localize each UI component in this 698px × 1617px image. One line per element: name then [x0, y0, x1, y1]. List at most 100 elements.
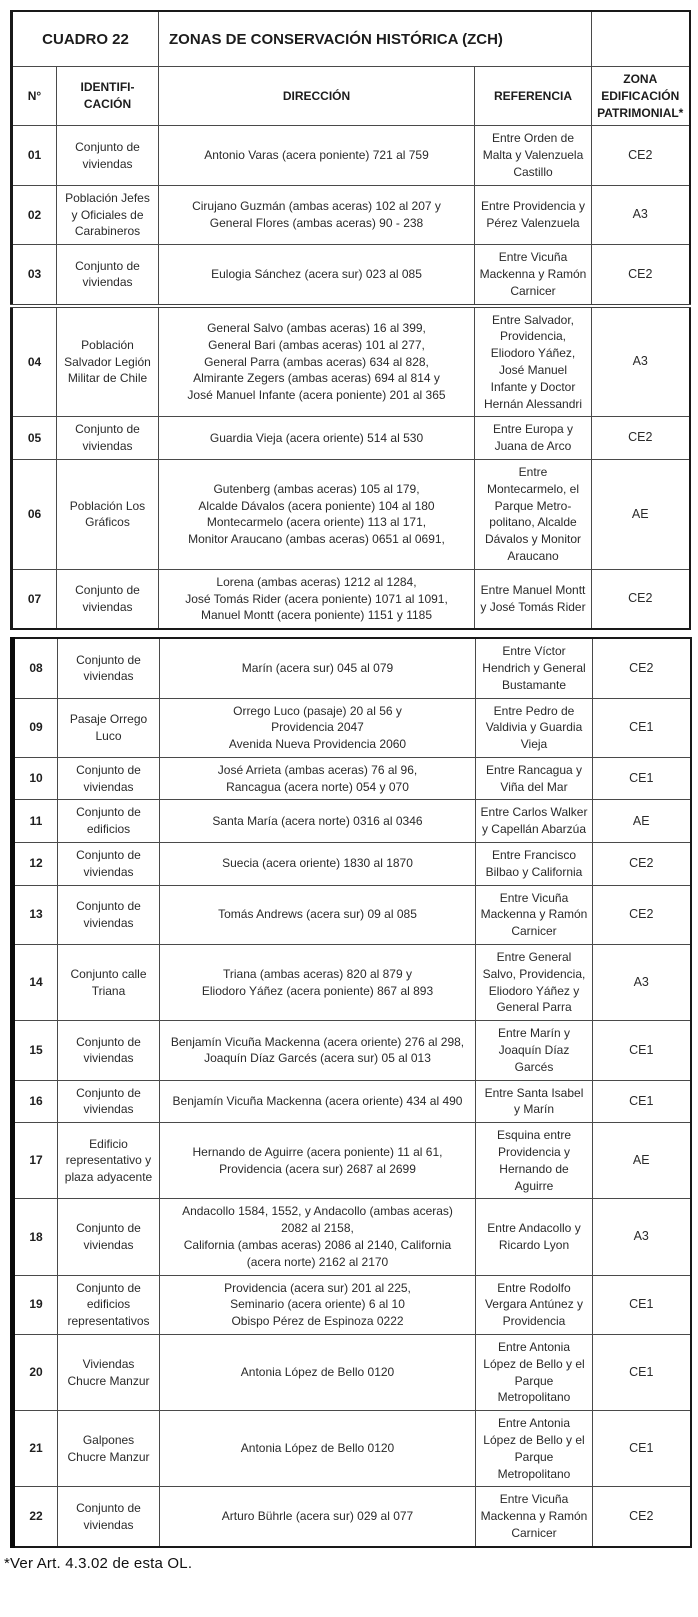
- row-number-cell: 02: [11, 184, 57, 246]
- zona-cell: CE2: [591, 568, 690, 630]
- referencia-cell: Entre Europa y Juana de Arco: [474, 416, 592, 460]
- row-number-cell: 22: [12, 1486, 58, 1548]
- row-number-cell: 15: [12, 1020, 58, 1081]
- row-number-cell: 21: [12, 1410, 58, 1488]
- referencia-cell: Entre Vicuña Mackenna y Ramón Carnicer: [475, 884, 593, 946]
- direccion-cell: Hernando de Aguirre (acera poniente) 11 …: [159, 1122, 476, 1200]
- identification-cell: Conjunto de viviendas: [57, 756, 160, 801]
- row-number-cell: 03: [11, 244, 57, 307]
- referencia-cell: Entre Pedro de Valdivia y Guardia Vieja: [475, 697, 593, 758]
- table-row: 15 Conjunto de viviendas Benjamín Vicuña…: [12, 1020, 691, 1081]
- referencia-cell: Entre Antonia López de Bello y el Parque…: [475, 1410, 593, 1488]
- footnote: *Ver Art. 4.3.02 de esta OL.: [4, 1554, 193, 1572]
- table-row: 08 Conjunto de viviendas Marín (acera su…: [12, 637, 691, 699]
- identification-cell: Conjunto de viviendas: [57, 884, 160, 946]
- referencia-cell: Entre Montecarmelo, el Parque Metro- pol…: [474, 458, 592, 570]
- row-number-cell: 05: [11, 416, 57, 460]
- table-title: ZONAS DE CONSERVACIÓN HISTÓRICA (ZCH): [158, 10, 592, 67]
- identification-cell: Conjunto de viviendas: [56, 568, 159, 630]
- zona-cell: A3: [592, 1198, 691, 1276]
- referencia-cell: Entre Vicuña Mackenna y Ramón Carnicer: [475, 1486, 593, 1548]
- identification-cell: Población Los Gráficos: [56, 458, 159, 570]
- identification-cell: Conjunto de viviendas: [57, 1020, 160, 1081]
- row-number-cell: 09: [12, 697, 58, 758]
- zch-table-page1: CUADRO 22 ZONAS DE CONSERVACIÓN HISTÓRIC…: [10, 10, 691, 631]
- referencia-cell: Entre Orden de Malta y Valenzuela Castil…: [474, 125, 592, 186]
- referencia-cell: Entre Vicuña Mackenna y Ramón Carnicer: [474, 244, 592, 307]
- row-number-cell: 07: [11, 568, 57, 630]
- row-number-cell: 13: [12, 884, 58, 946]
- identification-cell: Conjunto calle Triana: [57, 944, 160, 1022]
- zona-cell: CE1: [592, 697, 691, 758]
- row-number-cell: 08: [12, 637, 58, 699]
- direccion-cell: Tomás Andrews (acera sur) 09 al 085: [159, 884, 476, 946]
- direccion-cell: Benjamín Vicuña Mackenna (acera oriente)…: [159, 1020, 476, 1081]
- table-caption-row: CUADRO 22 ZONAS DE CONSERVACIÓN HISTÓRIC…: [11, 10, 690, 67]
- direccion-cell: Santa María (acera norte) 0316 al 0346: [159, 799, 476, 844]
- direccion-cell: Arturo Bührle (acera sur) 029 al 077: [159, 1486, 476, 1548]
- direccion-cell: Antonia López de Bello 0120: [159, 1410, 476, 1488]
- table-row: 07 Conjunto de viviendas Lorena (ambas a…: [11, 568, 690, 630]
- row-number-cell: 10: [12, 756, 58, 801]
- referencia-cell: Entre Salvador, Providencia, Eliodoro Yá…: [474, 303, 592, 418]
- row-number-cell: 12: [12, 842, 58, 886]
- col-header-identificacion: IDENTIFI- CACIÓN: [56, 65, 159, 127]
- table-row: 06 Población Los Gráficos Gutenberg (amb…: [11, 458, 690, 570]
- col-header-direccion: DIRECCIÓN: [158, 65, 475, 127]
- zona-cell: CE1: [592, 1079, 691, 1124]
- referencia-cell: Entre General Salvo, Providencia, Eliodo…: [475, 944, 593, 1022]
- zona-cell: CE1: [592, 756, 691, 801]
- zona-cell: CE2: [592, 884, 691, 946]
- table-caption-empty-cell: [591, 10, 690, 67]
- table-row: 20 Viviendas Chucre Manzur Antonia López…: [12, 1333, 691, 1412]
- col-header-num: N°: [11, 65, 57, 127]
- identification-cell: Conjunto de edificios representativos: [57, 1274, 160, 1336]
- zona-cell: A3: [591, 184, 690, 246]
- row-number-cell: 04: [11, 303, 57, 418]
- zona-cell: CE2: [591, 244, 690, 307]
- referencia-cell: Entre Marín y Joaquín Díaz Garcés: [475, 1020, 593, 1081]
- table-row: 13 Conjunto de viviendas Tomás Andrews (…: [12, 884, 691, 946]
- identification-cell: Población Salvador Legión Militar de Chi…: [56, 303, 159, 418]
- row-number-cell: 16: [12, 1079, 58, 1124]
- identification-cell: Conjunto de viviendas: [56, 416, 159, 460]
- row-number-cell: 11: [12, 799, 58, 844]
- identification-cell: Conjunto de edificios: [57, 799, 160, 844]
- table-row: 05 Conjunto de viviendas Guardia Vieja (…: [11, 416, 690, 460]
- table-row: 02 Población Jefes y Oficiales de Carabi…: [11, 184, 690, 246]
- row-number-cell: 18: [12, 1198, 58, 1276]
- referencia-cell: Entre Carlos Walker y Capellán Abarzúa: [475, 799, 593, 844]
- column-header-row: N° IDENTIFI- CACIÓN DIRECCIÓN REFERENCIA…: [11, 65, 690, 127]
- table-row: 14 Conjunto calle Triana Triana (ambas a…: [12, 944, 691, 1022]
- table-row: 21 Galpones Chucre Manzur Antonia López …: [12, 1410, 691, 1488]
- zona-cell: CE1: [592, 1274, 691, 1336]
- referencia-cell: Entre Francisco Bilbao y California: [475, 842, 593, 886]
- direccion-cell: Marín (acera sur) 045 al 079: [159, 637, 476, 699]
- table-row: 18 Conjunto de viviendas Andacollo 1584,…: [12, 1198, 691, 1276]
- direccion-cell: Providencia (acera sur) 201 al 225, Semi…: [159, 1274, 476, 1336]
- table-row: 19 Conjunto de edificios representativos…: [12, 1274, 691, 1336]
- direccion-cell: General Salvo (ambas aceras) 16 al 399, …: [158, 303, 475, 418]
- zona-cell: CE1: [592, 1020, 691, 1081]
- referencia-cell: Esquina entre Providencia y Hernando de …: [475, 1122, 593, 1200]
- referencia-cell: Entre Antonia López de Bello y el Parque…: [475, 1333, 593, 1412]
- identification-cell: Conjunto de viviendas: [57, 637, 160, 699]
- row-number-cell: 01: [11, 125, 57, 186]
- direccion-cell: Triana (ambas aceras) 820 al 879 y Eliod…: [159, 944, 476, 1022]
- table-row: 11 Conjunto de edificios Santa María (ac…: [12, 799, 691, 844]
- referencia-cell: Entre Andacollo y Ricardo Lyon: [475, 1198, 593, 1276]
- zona-cell: AE: [592, 1122, 691, 1200]
- zona-cell: A3: [591, 303, 690, 418]
- identification-cell: Conjunto de viviendas: [57, 1079, 160, 1124]
- identification-cell: Conjunto de viviendas: [57, 1486, 160, 1548]
- zona-cell: CE1: [592, 1410, 691, 1488]
- row-number-cell: 06: [11, 458, 57, 570]
- identification-cell: Conjunto de viviendas: [56, 125, 159, 186]
- table-row: 09 Pasaje Orrego Luco Orrego Luco (pasaj…: [12, 697, 691, 758]
- identification-cell: Conjunto de viviendas: [57, 842, 160, 886]
- referencia-cell: Entre Víctor Hendrich y General Bustaman…: [475, 637, 593, 699]
- direccion-cell: Lorena (ambas aceras) 1212 al 1284, José…: [158, 568, 475, 630]
- table-row: 01 Conjunto de viviendas Antonio Varas (…: [11, 125, 690, 186]
- direccion-cell: Eulogia Sánchez (acera sur) 023 al 085: [158, 244, 475, 307]
